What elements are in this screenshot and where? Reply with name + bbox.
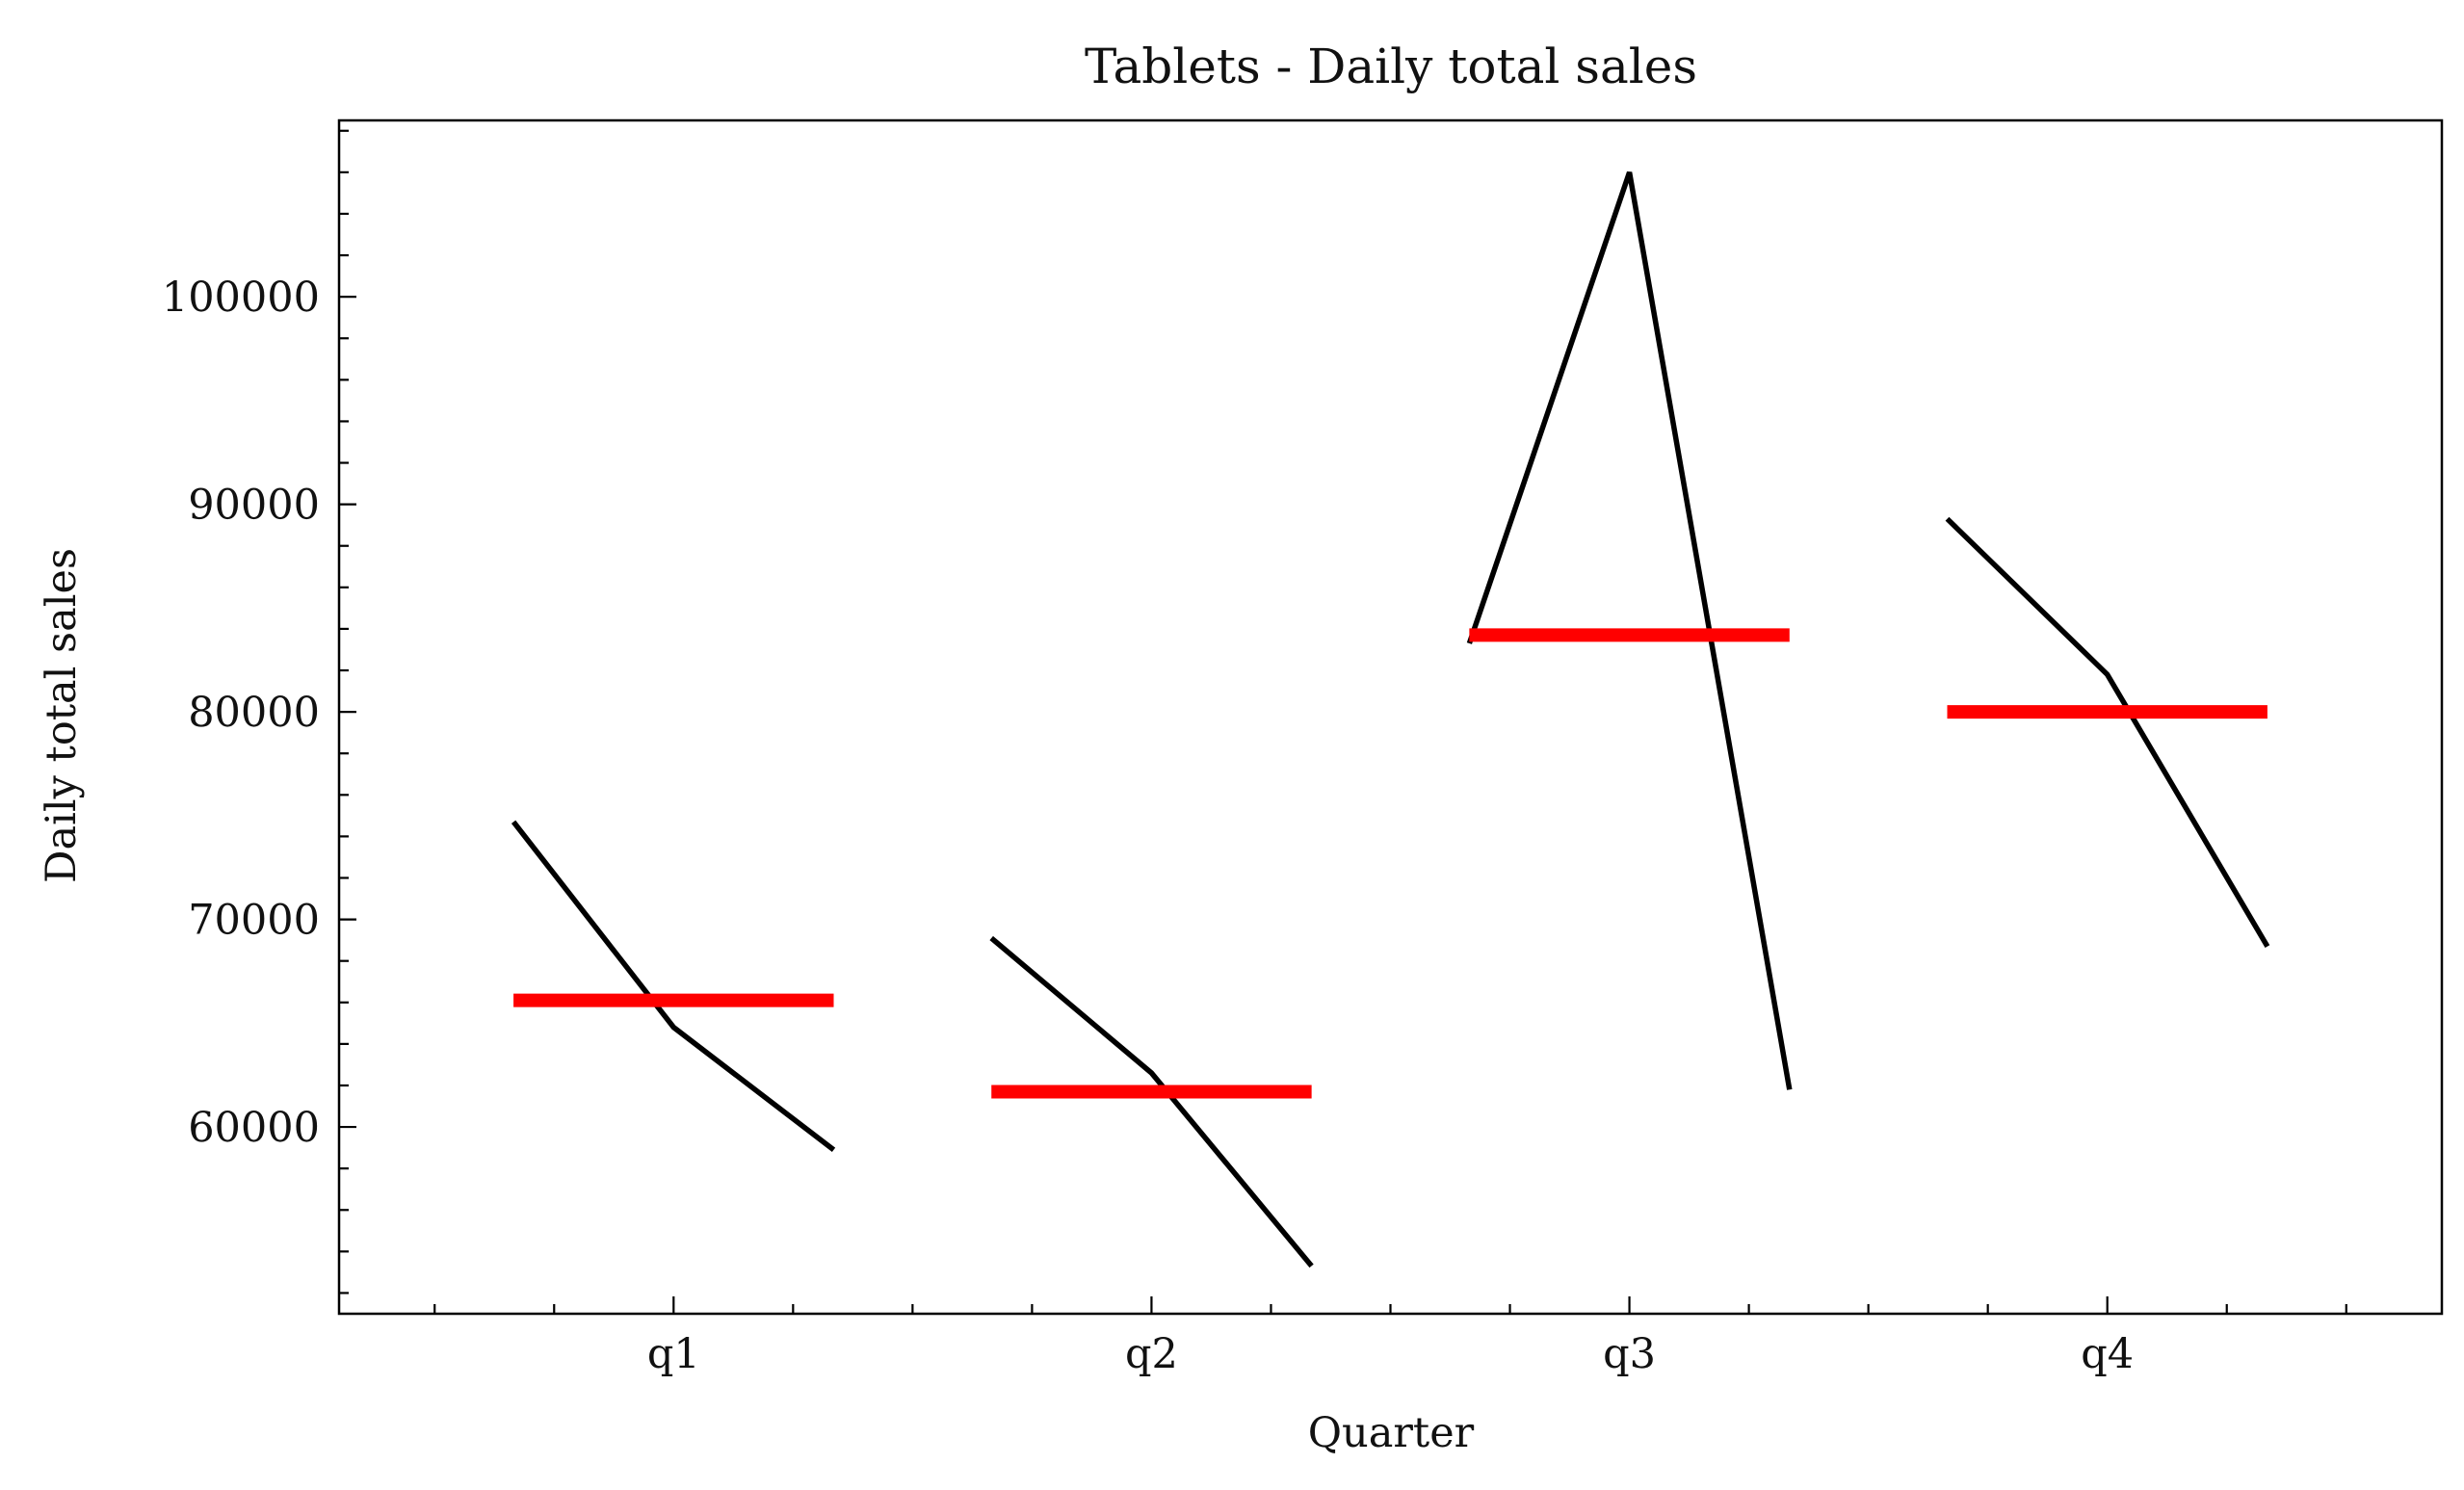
x-axis-label: Quarter xyxy=(1308,1409,1475,1457)
x-axis: q1 q2 q3 q4 xyxy=(433,1296,2347,1378)
series-line-q2 xyxy=(989,935,1314,1268)
x-tick-label-q3: q3 xyxy=(1603,1330,1656,1378)
y-tick-label: 90000 xyxy=(188,482,320,530)
y-tick-label: 60000 xyxy=(188,1104,320,1152)
series-line-q3 xyxy=(1466,171,1793,1090)
y-tick-label: 80000 xyxy=(188,689,320,737)
y-axis: 60000 70000 80000 90000 100000 xyxy=(162,129,356,1294)
series-line-q4 xyxy=(1945,516,2270,948)
x-tick-label-q4: q4 xyxy=(2081,1330,2134,1378)
plot-area xyxy=(511,171,2270,1268)
y-tick-label: 70000 xyxy=(188,897,320,945)
series-line-q1 xyxy=(511,820,836,1152)
y-axis-label: Daily total sales xyxy=(38,548,86,883)
x-tick-label-q2: q2 xyxy=(1125,1330,1178,1378)
chart-title: Tablets - Daily total sales xyxy=(1085,39,1697,94)
x-tick-label-q1: q1 xyxy=(647,1330,700,1378)
y-tick-label: 100000 xyxy=(162,274,320,322)
